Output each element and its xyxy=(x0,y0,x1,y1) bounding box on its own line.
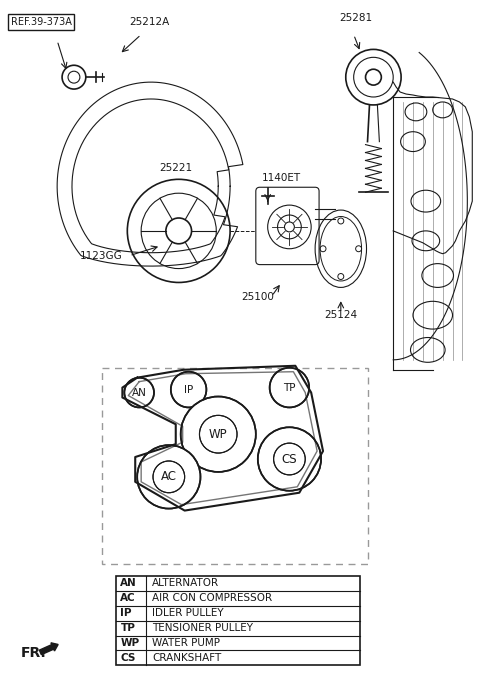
Text: ALTERNATOR: ALTERNATOR xyxy=(152,578,219,588)
Circle shape xyxy=(274,443,305,475)
Text: CRANKSHAFT: CRANKSHAFT xyxy=(152,653,221,663)
Text: TP: TP xyxy=(283,383,296,393)
Text: AC: AC xyxy=(120,593,136,603)
Text: WATER PUMP: WATER PUMP xyxy=(152,638,220,648)
Circle shape xyxy=(171,372,206,408)
Text: REF.39-373A: REF.39-373A xyxy=(11,17,72,26)
Text: CS: CS xyxy=(120,653,136,663)
Text: FR.: FR. xyxy=(21,647,46,660)
Text: 1140ET: 1140ET xyxy=(262,173,301,183)
Text: TENSIONER PULLEY: TENSIONER PULLEY xyxy=(152,623,253,633)
Text: WP: WP xyxy=(209,428,228,441)
Bar xyxy=(117,576,360,665)
Circle shape xyxy=(200,416,237,453)
Text: 25281: 25281 xyxy=(339,13,372,22)
Text: AN: AN xyxy=(132,387,146,397)
Text: 25212A: 25212A xyxy=(129,17,169,26)
Text: AN: AN xyxy=(120,578,137,588)
Circle shape xyxy=(153,461,185,493)
Text: 25100: 25100 xyxy=(241,292,274,303)
Circle shape xyxy=(137,445,201,508)
Circle shape xyxy=(180,397,256,472)
Circle shape xyxy=(124,378,154,408)
Text: 1123GG: 1123GG xyxy=(80,250,122,261)
Text: IP: IP xyxy=(184,385,193,395)
Text: IP: IP xyxy=(120,608,132,618)
Text: TP: TP xyxy=(120,623,135,633)
Text: CS: CS xyxy=(282,452,297,466)
Circle shape xyxy=(258,427,321,491)
Bar xyxy=(102,368,369,564)
FancyArrow shape xyxy=(39,642,58,655)
Text: WP: WP xyxy=(120,638,140,648)
Text: IDLER PULLEY: IDLER PULLEY xyxy=(152,608,224,618)
Text: 25124: 25124 xyxy=(324,310,358,320)
Text: AC: AC xyxy=(161,471,177,483)
Text: 25221: 25221 xyxy=(159,163,192,173)
Text: AIR CON COMPRESSOR: AIR CON COMPRESSOR xyxy=(152,593,272,603)
Circle shape xyxy=(270,368,309,408)
